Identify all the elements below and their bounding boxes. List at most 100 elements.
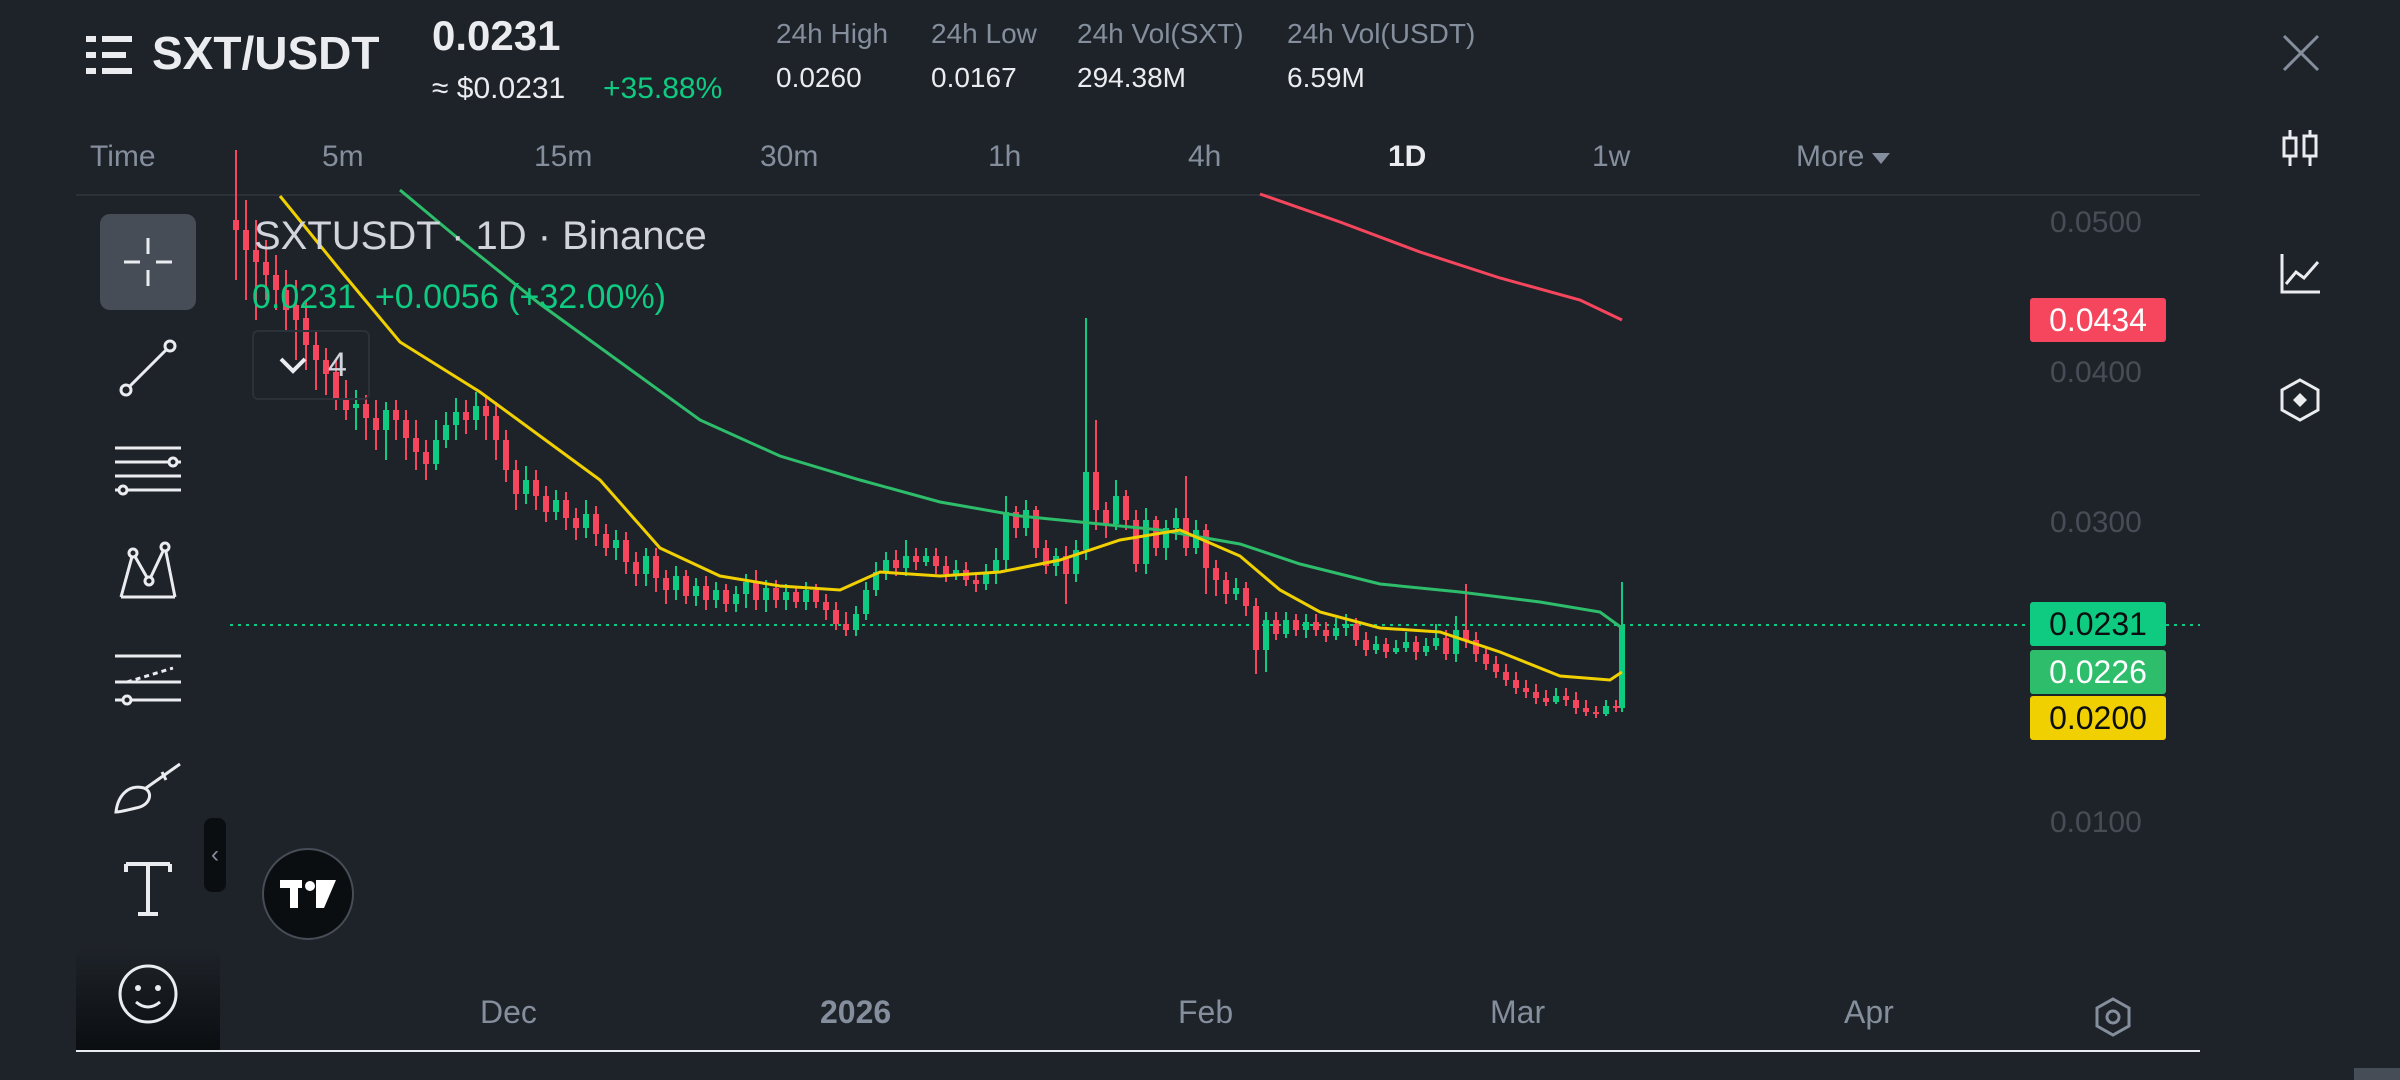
tab-30m[interactable]: 30m [760,140,819,173]
candle-body [403,420,409,438]
crosshair-tool[interactable] [100,214,196,310]
candle-body [843,624,849,630]
forecast-tool[interactable] [100,630,196,726]
candle-body [1373,644,1379,650]
emoji-tool[interactable] [100,946,196,1042]
candle-body [1363,640,1369,650]
candle-body [583,514,589,528]
candle-body [313,345,319,360]
candle-body [943,566,949,574]
last-price: 0.0231 [432,12,561,59]
fib-tool[interactable] [100,422,196,518]
candle-body [1143,520,1149,564]
stat-value-high: 0.0260 [776,62,862,93]
tab-time[interactable]: Time [90,140,156,173]
candle-body [1033,510,1039,548]
candle-body [253,250,259,262]
close-icon[interactable] [2282,34,2320,72]
candle-body [1273,620,1279,634]
candle-body [1513,680,1519,688]
chart-area[interactable] [76,194,2200,1052]
stat-value-vol-sxt: 294.38M [1077,62,1186,93]
candle-body [903,556,909,568]
candle-body [1323,630,1329,636]
price-tick: 0.0400 [2050,356,2142,389]
candle-body [293,305,299,320]
candle-body [393,410,399,420]
candle-body [653,556,659,578]
candle-body [1253,606,1259,650]
candle-body [1413,642,1419,652]
tab-more[interactable]: More [1796,140,1891,174]
candle-body [373,418,379,430]
candle-body [1333,628,1339,636]
candle-body [593,514,599,534]
candle-body [833,610,839,624]
text-icon [124,862,172,916]
candle-body [623,540,629,562]
trendline-tool[interactable] [100,320,196,416]
candle-body [1619,626,1625,708]
candle-body [1173,518,1179,528]
chart-legend-title: SXTUSDT · 1D · Binance [254,214,707,258]
candle-body [1283,620,1289,634]
last-price-label: 0.0231 [2030,602,2166,646]
candle-body [243,230,249,250]
candle-body [1443,638,1449,654]
candle-body [723,590,729,604]
candle-body [773,588,779,600]
settings-icon[interactable] [2092,996,2134,1038]
candle-body [673,576,679,590]
header: SXT/USDT 0.0231 ≈ $0.0231 +35.88% 24h Hi… [0,0,2400,130]
line-chart-icon[interactable] [2276,250,2324,298]
candle-body [463,412,469,420]
chevron-left-icon: ‹ [211,841,219,868]
pattern-tool[interactable] [100,524,196,620]
candle-body [873,572,879,590]
candle-body [1473,640,1479,654]
candle-body [1133,520,1139,564]
caret-down-icon [1872,152,1891,164]
pair-title[interactable]: SXT/USDT [152,27,380,79]
candle-body [1263,620,1269,650]
candle-body [1233,588,1239,594]
candle-body [883,560,889,572]
tab-4h[interactable]: 4h [1188,140,1222,173]
candle-body [1583,708,1589,712]
candle-body [1573,700,1579,708]
candle-body [1303,622,1309,630]
candle-body [473,406,479,420]
candlestick-icon[interactable] [2276,124,2324,172]
candle-body [783,592,789,600]
hexagon-icon[interactable] [2276,376,2324,424]
chart-legend-values: 0.0231 +0.0056 (+32.00%) [252,278,666,316]
tab-5m[interactable]: 5m [322,140,364,173]
candle-body [893,560,899,568]
tab-1d[interactable]: 1D [1388,140,1427,173]
candle-body [1313,622,1319,630]
candle-body [1203,530,1209,568]
stat-label-vol-sxt: 24h Vol(SXT) [1077,18,1244,49]
tab-1h[interactable]: 1h [988,140,1022,173]
candle-body [733,594,739,604]
candle-body [1503,672,1509,680]
candle-body [1463,630,1469,640]
collapse-toolbar-button[interactable]: ‹ [204,818,226,892]
tab-15m[interactable]: 15m [534,140,593,173]
candle-body [263,262,269,275]
tradingview-logo[interactable] [262,848,354,940]
candle-body [1603,706,1609,714]
stat-value-low: 0.0167 [931,62,1017,93]
brush-tool[interactable] [100,740,196,836]
menu-icon[interactable] [86,34,132,76]
tab-1w[interactable]: 1w [1592,140,1631,173]
resize-handle[interactable] [2354,1068,2400,1080]
price-tick: 0.0100 [2050,806,2142,839]
chart-bottom-border [76,1050,2200,1052]
candle-body [363,404,369,418]
candle-body [1193,530,1199,548]
candle-body [1073,550,1079,574]
indicator-toggle-button[interactable]: 4 [252,330,370,400]
text-tool[interactable] [100,840,196,936]
